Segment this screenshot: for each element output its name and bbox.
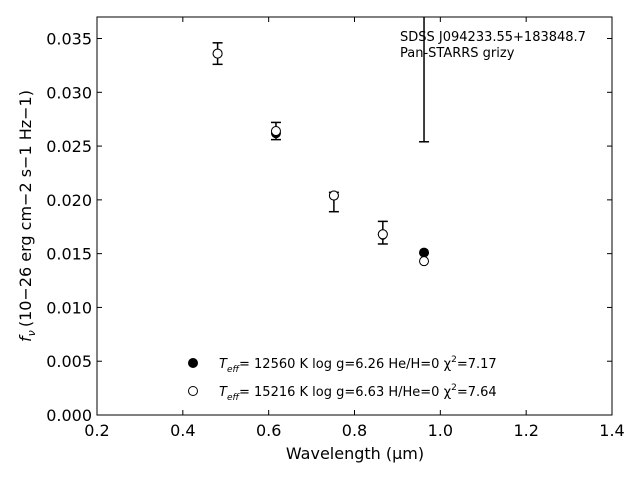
legend-1-eff: eff (227, 365, 241, 375)
model-point-filled (419, 247, 430, 258)
legend-2-sup: 2 (451, 383, 457, 393)
model-point-open (419, 256, 430, 267)
y-axis-label: fν (10−26 erg cm−2 s−1 Hz−1) (16, 90, 38, 342)
model-point-open (212, 48, 223, 59)
legend-entry-2: Teff= 15216 K log g=6.63 H/He=0 χ2=7.64 (219, 383, 497, 403)
legend-marker-open (188, 386, 198, 396)
x-tick-label: 0.2 (84, 421, 109, 440)
legend-1-rest: = 12560 K log g=6.26 He/H=0 χ (239, 357, 452, 372)
plot-area (97, 17, 612, 415)
legend-entry-1: Teff= 12560 K log g=6.26 He/H=0 χ2=7.17 (219, 355, 497, 375)
x-tick-label: 1.0 (428, 421, 453, 440)
plot-frame (96, 16, 613, 416)
legend-1-sup: 2 (451, 355, 457, 365)
x-tick-label: 0.4 (170, 421, 195, 440)
y-tick-label: 0.010 (46, 298, 92, 317)
legend: Teff= 12560 K log g=6.26 He/H=0 χ2=7.17 … (188, 355, 497, 403)
annotation-line-2: Pan-STARRS grizy (400, 46, 515, 61)
x-tick-label: 1.2 (513, 421, 538, 440)
legend-2-rest: = 15216 K log g=6.63 H/He=0 χ (239, 385, 452, 400)
y-tick-label: 0.015 (46, 245, 92, 264)
y-tick-label: 0.005 (46, 352, 92, 371)
y-tick-label: 0.020 (46, 191, 92, 210)
y-tick-label: 0.030 (46, 83, 92, 102)
x-axis-label: Wavelength (μm) (286, 444, 424, 463)
legend-marker-filled (188, 358, 198, 368)
legend-2-tail: =7.64 (457, 385, 497, 400)
x-tick-label: 0.8 (342, 421, 367, 440)
y-axis-ticks: 0.000 0.005 0.010 0.015 0.020 0.025 0.030 0.035 (46, 30, 612, 425)
data-points (212, 48, 430, 267)
legend-2-eff: eff (227, 393, 241, 403)
y-label-units: (10−26 erg cm−2 s−1 Hz−1) (16, 90, 35, 327)
annotation-line-1: SDSS J094233.55+183848.7 (400, 30, 586, 45)
y-label-f: f (16, 334, 35, 342)
y-tick-label: 0.025 (46, 137, 92, 156)
legend-1-t: T (219, 357, 228, 372)
legend-2-t: T (219, 385, 228, 400)
legend-1-tail: =7.17 (457, 357, 497, 372)
y-label-nu: ν (25, 330, 38, 336)
model-point-open (377, 229, 388, 240)
y-tick-label: 0.035 (46, 30, 92, 49)
x-tick-label: 0.6 (256, 421, 281, 440)
model-point-open (328, 190, 339, 201)
x-tick-label: 1.4 (599, 421, 624, 440)
model-point-open (270, 126, 281, 137)
y-tick-label: 0.000 (46, 406, 92, 425)
